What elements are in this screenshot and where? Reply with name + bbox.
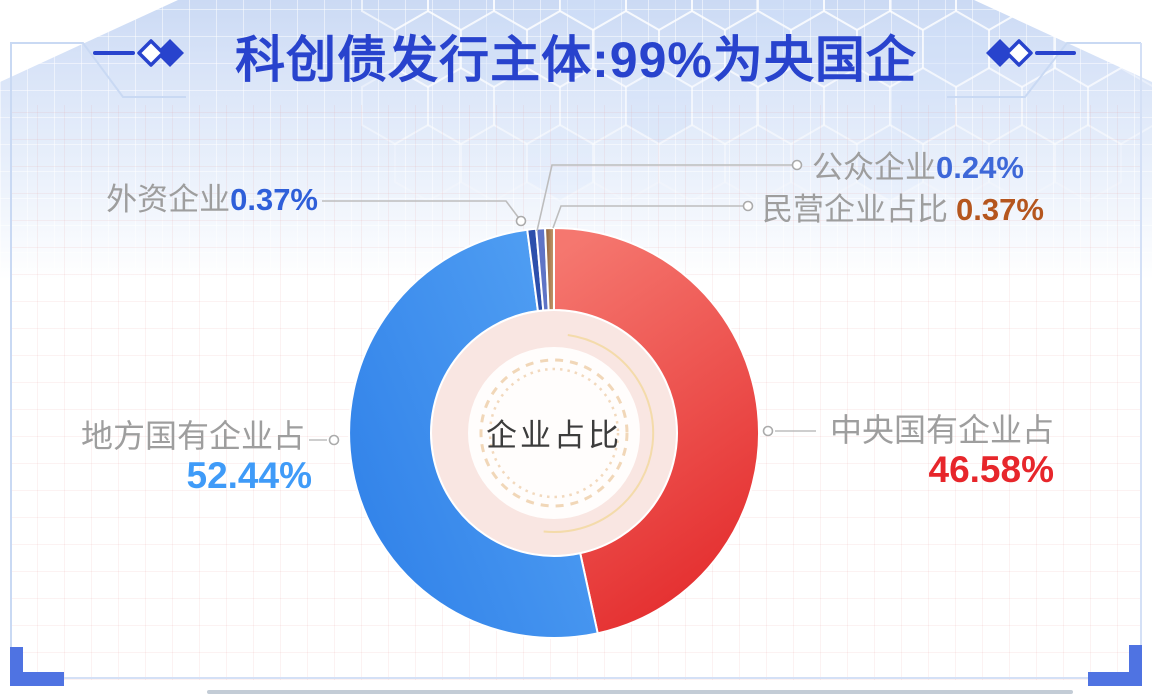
hexagon-cell bbox=[955, 66, 1023, 146]
hexagon-cell bbox=[526, 123, 594, 203]
callout-gongzhong: 公众企业0.24% bbox=[812, 151, 1024, 191]
hexagon-cell bbox=[988, 123, 1056, 203]
hexagon-cell bbox=[856, 123, 924, 203]
bottom-shadow-line bbox=[207, 690, 1073, 694]
leader-line-waizi bbox=[322, 200, 519, 218]
callout-waizi-label: 外资企业 bbox=[106, 182, 231, 217]
gold-arc-decoration bbox=[543, 333, 655, 533]
hexagon-cell bbox=[1087, 66, 1152, 146]
leader-line-minying bbox=[552, 205, 743, 229]
dashed-ring-decoration bbox=[479, 358, 629, 508]
hexagon-cell bbox=[790, 123, 858, 203]
callout-zhongyang-value: 46.58% bbox=[928, 449, 1055, 490]
slice-minying bbox=[544, 227, 555, 312]
leader-dot-waizi bbox=[515, 215, 527, 227]
hexagon-cell bbox=[823, 66, 891, 146]
callout-minying: 民营企业占比 0.37% bbox=[762, 193, 1044, 233]
leader-line-gongzhong bbox=[536, 164, 792, 232]
callout-difang-label: 地方国有企业占 bbox=[80, 418, 305, 454]
hexagon-cell bbox=[559, 66, 627, 146]
slice-difang bbox=[348, 228, 599, 639]
title-decorations bbox=[93, 39, 1076, 67]
dotted-ring-decoration bbox=[488, 367, 620, 499]
hexagon-cell bbox=[493, 66, 561, 146]
callout-difang: 地方国有企业占 52.44% bbox=[80, 418, 312, 496]
hexagon-cell bbox=[1021, 66, 1089, 146]
callout-waizi-value: 0.37% bbox=[230, 182, 318, 217]
bottom-left-bracket bbox=[10, 647, 64, 686]
callout-difang-value: 52.44% bbox=[186, 455, 313, 496]
leader-dot-minying bbox=[742, 200, 754, 212]
callout-zhongyang: 中央国有企业占 46.58% bbox=[822, 412, 1054, 490]
slice-zhongyang bbox=[553, 227, 760, 635]
hexagon-cell bbox=[625, 66, 693, 146]
diamond-outline-right-icon bbox=[1005, 39, 1033, 67]
callout-gongzhong-label: 公众企业 bbox=[812, 150, 936, 185]
callout-minying-value: 0.37% bbox=[956, 192, 1044, 227]
hexagon-cell bbox=[1054, 123, 1122, 203]
page-title: 科创债发行主体:99%为央国企 bbox=[235, 32, 917, 88]
hexagon-cell bbox=[361, 66, 429, 146]
hexagon-cell bbox=[658, 123, 726, 203]
center-disc bbox=[468, 347, 640, 519]
hexagon-cell bbox=[427, 66, 495, 146]
hexagon-cell bbox=[889, 66, 957, 146]
leader-dot-zhongyang bbox=[762, 425, 774, 437]
leader-dot-gongzhong bbox=[791, 159, 803, 171]
leader-dot-difang bbox=[328, 434, 340, 446]
diamond-filled-right-icon bbox=[986, 39, 1014, 67]
hexagon-cell bbox=[592, 123, 660, 203]
hexagon-cell bbox=[922, 123, 990, 203]
hexagon-cell bbox=[724, 123, 792, 203]
frame-top-right-border bbox=[947, 42, 1141, 98]
bottom-right-bracket bbox=[1088, 645, 1142, 686]
callout-minying-label: 民营企业占比 bbox=[762, 192, 948, 227]
callout-waizi: 外资企业0.37% bbox=[106, 183, 318, 223]
diamond-filled-left-icon bbox=[156, 39, 184, 67]
diamond-outline-left-icon bbox=[137, 39, 165, 67]
hexagon-cell bbox=[757, 66, 825, 146]
callout-zhongyang-label: 中央国有企业占 bbox=[829, 412, 1054, 448]
hexagon-cell bbox=[691, 66, 759, 146]
donut-center-label: 企业占比 bbox=[486, 418, 622, 453]
callout-gongzhong-value: 0.24% bbox=[936, 150, 1024, 185]
frame-left-border bbox=[10, 42, 186, 678]
